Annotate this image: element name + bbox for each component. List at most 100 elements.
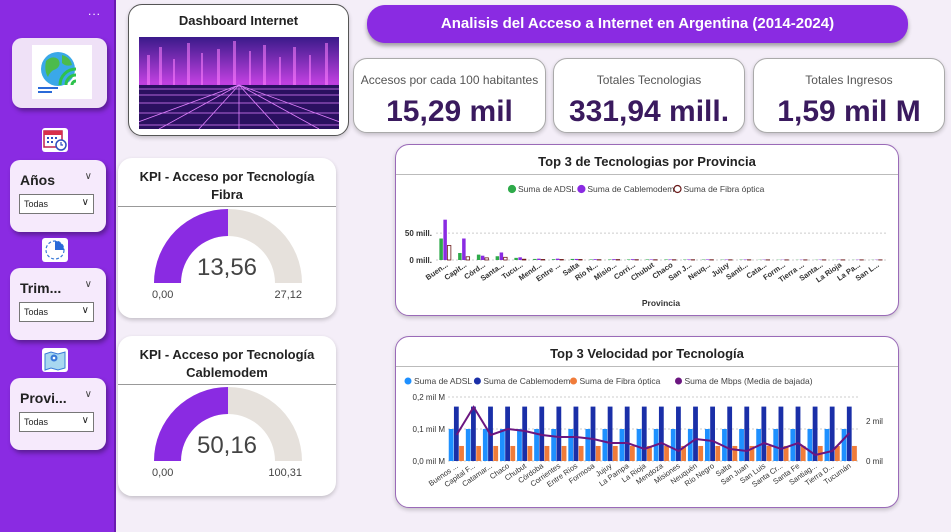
bar xyxy=(480,255,485,260)
bar xyxy=(551,429,557,461)
kpi-value: 15,29 mil xyxy=(386,95,513,128)
bar xyxy=(574,258,579,260)
legend-marker xyxy=(673,184,682,194)
y2-tick-label: 2 mil xyxy=(866,417,883,426)
bar xyxy=(629,445,635,461)
kpi-value: 1,59 mil M xyxy=(777,95,921,128)
bar xyxy=(573,406,579,461)
gauge-max-label: 100,31 xyxy=(268,467,302,479)
bar xyxy=(704,429,710,461)
slicer-provincia[interactable]: Provi... ∨ Todas ∨ xyxy=(10,378,106,450)
dropdown-arrow-icon[interactable]: ∨ xyxy=(81,415,89,426)
internet-globe-logo xyxy=(32,45,92,99)
gauge-fill xyxy=(154,387,229,461)
bar xyxy=(517,429,522,461)
bar xyxy=(773,429,779,461)
bar xyxy=(556,406,562,461)
more-options-icon[interactable]: ... xyxy=(88,4,102,18)
bar xyxy=(503,256,508,261)
bar xyxy=(608,259,612,260)
gauge-value: 50,16 xyxy=(196,432,258,459)
bar xyxy=(465,256,471,261)
bar xyxy=(783,445,789,461)
map-location-icon xyxy=(42,348,68,372)
divider xyxy=(118,384,336,385)
divider xyxy=(396,366,898,367)
chart-title: Top 3 Velocidad por Tecnología xyxy=(550,346,744,361)
bar xyxy=(534,429,539,461)
bar xyxy=(778,406,784,461)
gauge-fill xyxy=(154,209,228,283)
y-tick-label: 0,1 mil M xyxy=(413,425,446,434)
y-tick-label: 50 mill. xyxy=(405,229,432,238)
kpi-card-accesos: Accesos por cada 100 habitantes 15,29 mi… xyxy=(353,58,546,133)
slicer-anios[interactable]: Años ∨ Todas ∨ xyxy=(10,160,106,232)
bar xyxy=(698,445,704,461)
bar xyxy=(744,406,750,461)
gauge-max-label: 27,12 xyxy=(274,289,302,301)
slicer-anios-dropdown[interactable]: Todas ∨ xyxy=(19,194,94,214)
slicer-trimestre-dropdown[interactable]: Todas ∨ xyxy=(19,302,94,322)
gauge-title: KPI - Acceso por Tecnología Cablemodem xyxy=(139,347,315,380)
bar xyxy=(459,445,464,461)
bar xyxy=(555,258,560,260)
bar xyxy=(514,257,518,260)
bar xyxy=(812,406,818,461)
bar xyxy=(448,429,454,461)
chevron-down-icon[interactable]: ∨ xyxy=(84,171,92,182)
legend-label: Suma de Cablemodem xyxy=(483,376,570,386)
slicer-trimestre[interactable]: Trim... ∨ Todas ∨ xyxy=(10,268,106,340)
bar xyxy=(641,406,647,461)
bar xyxy=(761,406,767,461)
bar xyxy=(522,406,528,461)
bar xyxy=(636,429,642,461)
legend-marker xyxy=(507,184,517,194)
calendar-icon xyxy=(42,128,68,152)
gauge-cablemodem xyxy=(154,387,302,461)
slicer-trimestre-title: Trim... xyxy=(20,280,62,296)
bar xyxy=(612,445,618,461)
bar xyxy=(559,259,564,261)
bar xyxy=(493,445,499,461)
bar xyxy=(619,429,625,461)
slicer-anios-title: Años xyxy=(20,172,55,188)
chart-card-tecnologias-provincia: Top 3 de Tecnologias por Provincia Suma … xyxy=(395,144,899,316)
bar xyxy=(578,259,583,261)
chart-title: Top 3 de Tecnologias por Provincia xyxy=(538,154,756,169)
bar xyxy=(693,406,698,461)
bar xyxy=(664,445,669,461)
dropdown-arrow-icon[interactable]: ∨ xyxy=(81,305,89,316)
gauge-min-label: 0,00 xyxy=(152,289,174,301)
bar xyxy=(568,429,574,461)
chevron-down-icon[interactable]: ∨ xyxy=(84,389,92,400)
bar xyxy=(749,445,755,461)
bar xyxy=(732,445,738,461)
legend-marker xyxy=(404,377,412,385)
bar xyxy=(476,254,481,260)
bar xyxy=(687,429,693,461)
bar xyxy=(462,238,466,260)
bar xyxy=(624,406,630,461)
bar xyxy=(527,445,533,461)
bar xyxy=(561,445,567,461)
bar xyxy=(544,445,550,461)
legend-label: Suma de ADSL xyxy=(518,184,576,194)
bar xyxy=(533,258,537,260)
bar xyxy=(602,429,608,461)
dropdown-arrow-icon[interactable]: ∨ xyxy=(81,197,89,208)
legend-marker xyxy=(473,377,481,385)
slicer-provincia-value: Todas xyxy=(24,417,49,427)
slicer-provincia-dropdown[interactable]: Todas ∨ xyxy=(19,412,94,432)
kpi-label: Accesos por cada 100 habitantes xyxy=(360,73,539,87)
bar xyxy=(539,406,545,461)
bar xyxy=(607,406,613,461)
bar xyxy=(518,257,522,260)
bar xyxy=(630,259,635,260)
slicer-anios-value: Todas xyxy=(24,199,49,209)
bar xyxy=(458,253,462,260)
bar xyxy=(471,406,476,461)
chevron-down-icon[interactable]: ∨ xyxy=(84,279,92,290)
bar-chart-tecnologias: Suma de ADSL Suma de Cablemodem Suma de Fi… xyxy=(405,184,886,308)
bar xyxy=(443,219,447,260)
legend-marker xyxy=(570,377,577,385)
